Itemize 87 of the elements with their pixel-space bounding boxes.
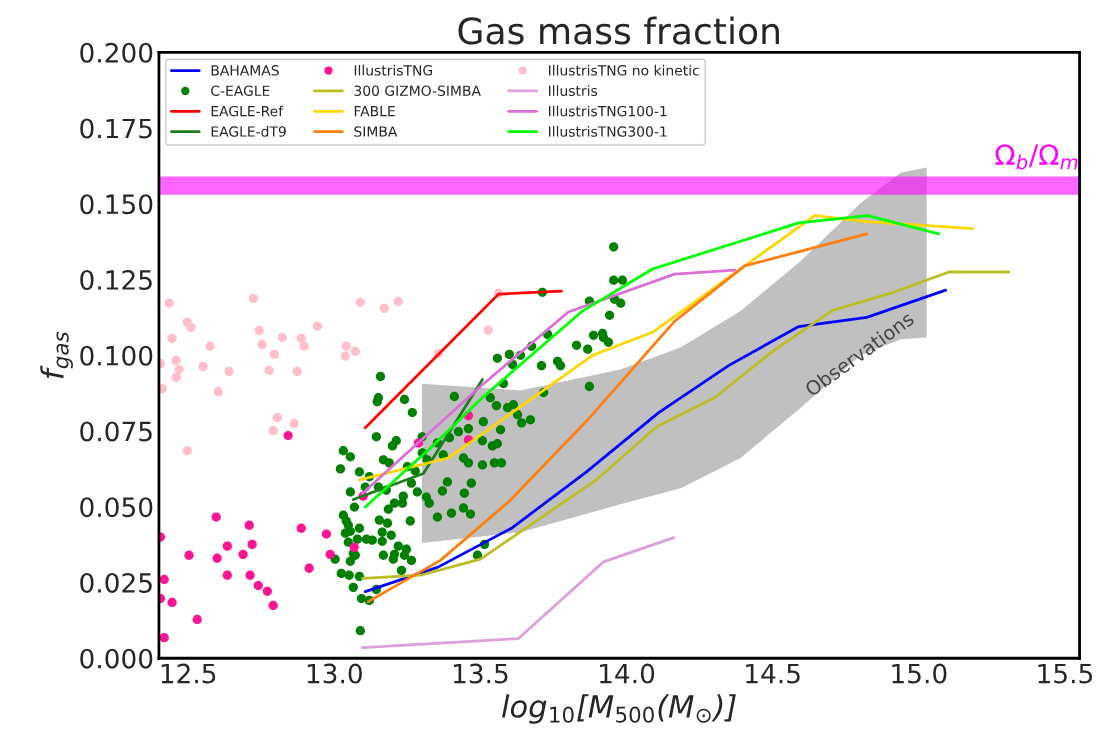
point	[212, 553, 222, 563]
y-tick-label: 0.125	[80, 270, 152, 290]
point	[292, 366, 302, 377]
x-tick-label: 13.0	[307, 663, 362, 684]
point	[325, 549, 335, 559]
point	[238, 549, 248, 559]
x-tick-label: 12.5	[161, 663, 216, 684]
legend-label: FABLE	[354, 106, 395, 117]
y-tick-label: 0.050	[80, 497, 153, 518]
point	[192, 614, 202, 625]
point	[355, 297, 365, 307]
y-tick-label: 0.075	[80, 421, 152, 442]
x-axis-title: log$_{10}$[M$_{500}$(M$_{⊙}$)]	[502, 694, 736, 724]
point	[254, 325, 264, 336]
point	[483, 325, 493, 335]
point	[248, 293, 258, 304]
point	[245, 570, 255, 580]
point	[283, 430, 293, 441]
point	[272, 413, 282, 423]
point	[244, 520, 254, 530]
point	[393, 296, 403, 307]
point	[341, 341, 351, 351]
point	[277, 332, 287, 343]
y-axis-title: f$_{gas}$	[40, 331, 73, 379]
point	[304, 563, 314, 573]
x-tick-label: 15.5	[1038, 663, 1093, 684]
point	[349, 542, 359, 553]
point	[186, 322, 196, 333]
point	[257, 339, 267, 350]
point	[222, 570, 232, 580]
point	[224, 366, 234, 377]
point	[268, 600, 278, 611]
y-tick-label: 0.025	[80, 572, 152, 593]
point	[182, 446, 192, 456]
legend-label: EAGLE-Ref	[211, 105, 284, 117]
point	[299, 341, 309, 351]
point	[159, 632, 169, 643]
point	[379, 303, 389, 313]
point	[296, 523, 306, 533]
line-series	[360, 536, 675, 650]
point	[164, 298, 174, 308]
point	[350, 346, 360, 357]
legend-label: C-EAGLE	[211, 85, 270, 96]
point	[205, 341, 215, 351]
legend-label: 300 GIZMO-SIMBA	[354, 85, 481, 96]
x-tick-label: 13.5	[453, 663, 508, 684]
line-series	[363, 288, 948, 593]
point	[269, 349, 280, 360]
point	[296, 333, 306, 343]
legend-label: IllustrisTNG300-1	[549, 126, 667, 137]
point	[268, 426, 278, 436]
point	[167, 597, 177, 608]
point	[184, 550, 194, 560]
point	[289, 419, 299, 429]
point	[198, 361, 208, 372]
point	[159, 574, 169, 585]
point	[171, 355, 181, 366]
y-tick-label: 0.175	[80, 118, 152, 139]
y-tick-label: 0.150	[80, 194, 153, 215]
point	[222, 541, 232, 551]
legend-label: SIMBA	[354, 126, 398, 137]
point	[167, 333, 177, 343]
point	[247, 539, 257, 549]
y-tick-label: 0.000	[80, 648, 153, 669]
y-tick-label: 0.200	[80, 42, 153, 63]
point	[312, 321, 322, 331]
chart-title: Gas mass fraction	[458, 16, 779, 45]
x-tick-label: 15.0	[892, 663, 947, 684]
point	[213, 386, 223, 397]
x-tick-label: 14.0	[600, 663, 655, 684]
legend-label: BAHAMAS	[211, 65, 279, 76]
point	[264, 365, 274, 376]
point	[253, 580, 263, 591]
y-tick-label: 0.100	[80, 345, 153, 366]
point	[262, 586, 273, 596]
point	[340, 351, 351, 361]
legend-label: IllustrisTNG100-1	[549, 105, 667, 117]
point	[174, 364, 184, 375]
band-label: Ω$_{b}$/Ω$_{m}$	[995, 144, 1078, 170]
legend-label: Illustris	[549, 85, 598, 96]
legend-label: IllustrisTNG	[354, 64, 433, 76]
legend-label: IllustrisTNG no kinetic	[549, 64, 699, 76]
point	[321, 529, 332, 539]
x-tick-label: 14.5	[746, 663, 800, 684]
point	[211, 512, 221, 522]
point	[171, 372, 181, 383]
legend-label: EAGLE-dT9	[211, 126, 286, 137]
